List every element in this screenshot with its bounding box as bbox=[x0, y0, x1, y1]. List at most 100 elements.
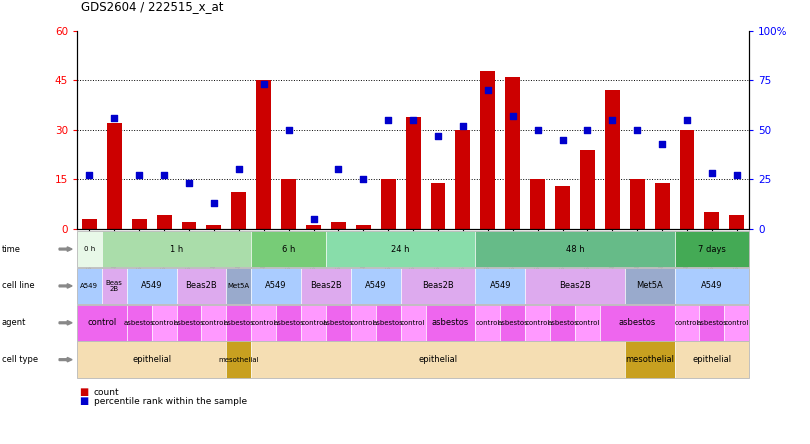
Bar bbox=[480, 71, 495, 229]
Text: control: control bbox=[87, 318, 117, 327]
Bar bbox=[281, 179, 296, 229]
Text: 0 h: 0 h bbox=[83, 246, 95, 252]
Text: cell type: cell type bbox=[2, 355, 38, 364]
Point bbox=[83, 172, 96, 179]
Point bbox=[332, 166, 345, 173]
Point bbox=[456, 123, 469, 130]
Text: asbestos: asbestos bbox=[224, 320, 254, 326]
Point bbox=[108, 115, 121, 122]
Bar bbox=[705, 212, 719, 229]
Text: ■: ■ bbox=[79, 388, 88, 397]
Point bbox=[731, 172, 744, 179]
Text: control: control bbox=[675, 320, 699, 326]
Bar bbox=[530, 179, 545, 229]
Bar bbox=[306, 226, 321, 229]
Text: control: control bbox=[725, 320, 749, 326]
Text: control: control bbox=[152, 320, 177, 326]
Text: asbestos: asbestos bbox=[124, 320, 155, 326]
Bar bbox=[580, 150, 595, 229]
Text: control: control bbox=[301, 320, 326, 326]
Bar bbox=[181, 222, 197, 229]
Text: Met5A: Met5A bbox=[228, 283, 249, 289]
Bar bbox=[729, 215, 744, 229]
Point bbox=[556, 136, 569, 143]
Text: asbestos: asbestos bbox=[273, 320, 304, 326]
Text: epithelial: epithelial bbox=[693, 355, 731, 364]
Bar bbox=[431, 182, 446, 229]
Bar bbox=[680, 130, 694, 229]
Bar bbox=[629, 179, 645, 229]
Point bbox=[158, 172, 171, 179]
Point bbox=[581, 127, 594, 134]
Point bbox=[680, 116, 693, 123]
Bar bbox=[605, 91, 620, 229]
Point bbox=[258, 81, 271, 88]
Point bbox=[207, 199, 220, 206]
Point bbox=[531, 127, 544, 134]
Text: A549: A549 bbox=[365, 281, 386, 290]
Text: 1 h: 1 h bbox=[170, 245, 183, 254]
Point bbox=[631, 127, 644, 134]
Text: Met5A: Met5A bbox=[637, 281, 663, 290]
Point bbox=[706, 170, 718, 177]
Point bbox=[407, 116, 420, 123]
Bar bbox=[455, 130, 471, 229]
Text: A549: A549 bbox=[80, 283, 98, 289]
Text: 24 h: 24 h bbox=[391, 245, 410, 254]
Text: asbestos: asbestos bbox=[697, 320, 727, 326]
Text: agent: agent bbox=[2, 318, 26, 327]
Text: time: time bbox=[2, 245, 20, 254]
Text: asbestos: asbestos bbox=[323, 320, 354, 326]
Text: asbestos: asbestos bbox=[432, 318, 469, 327]
Text: A549: A549 bbox=[266, 281, 287, 290]
Text: control: control bbox=[575, 320, 599, 326]
Text: asbestos: asbestos bbox=[373, 320, 403, 326]
Text: Beas2B: Beas2B bbox=[185, 281, 217, 290]
Point bbox=[182, 180, 195, 187]
Bar bbox=[654, 182, 670, 229]
Point bbox=[506, 112, 519, 119]
Point bbox=[307, 215, 320, 222]
Text: 6 h: 6 h bbox=[282, 245, 296, 254]
Text: control: control bbox=[252, 320, 276, 326]
Text: epithelial: epithelial bbox=[419, 355, 458, 364]
Bar bbox=[406, 117, 420, 229]
Text: control: control bbox=[401, 320, 425, 326]
Point bbox=[357, 176, 370, 183]
Point bbox=[133, 172, 146, 179]
Point bbox=[232, 166, 245, 173]
Text: control: control bbox=[202, 320, 226, 326]
Text: asbestos: asbestos bbox=[547, 320, 578, 326]
Bar bbox=[207, 226, 221, 229]
Text: A549: A549 bbox=[489, 281, 511, 290]
Bar bbox=[232, 192, 246, 229]
Bar bbox=[132, 219, 147, 229]
Bar bbox=[331, 222, 346, 229]
Text: mesothelial: mesothelial bbox=[625, 355, 674, 364]
Text: cell line: cell line bbox=[2, 281, 34, 290]
Point bbox=[655, 140, 668, 147]
Bar bbox=[555, 186, 570, 229]
Bar bbox=[256, 80, 271, 229]
Text: asbestos: asbestos bbox=[497, 320, 528, 326]
Text: ■: ■ bbox=[79, 396, 88, 406]
Text: asbestos: asbestos bbox=[173, 320, 204, 326]
Bar bbox=[505, 77, 520, 229]
Text: GDS2604 / 222515_x_at: GDS2604 / 222515_x_at bbox=[81, 0, 224, 13]
Bar bbox=[107, 123, 122, 229]
Text: epithelial: epithelial bbox=[132, 355, 171, 364]
Text: asbestos: asbestos bbox=[619, 318, 656, 327]
Text: 48 h: 48 h bbox=[565, 245, 584, 254]
Text: Beas2B: Beas2B bbox=[559, 281, 590, 290]
Bar bbox=[82, 219, 97, 229]
Text: 7 days: 7 days bbox=[698, 245, 726, 254]
Bar bbox=[356, 226, 371, 229]
Point bbox=[606, 116, 619, 123]
Text: Beas2B: Beas2B bbox=[422, 281, 454, 290]
Point bbox=[282, 127, 295, 134]
Text: Beas
2B: Beas 2B bbox=[106, 280, 123, 292]
Text: A549: A549 bbox=[701, 281, 723, 290]
Text: A549: A549 bbox=[141, 281, 162, 290]
Text: control: control bbox=[351, 320, 376, 326]
Text: control: control bbox=[475, 320, 500, 326]
